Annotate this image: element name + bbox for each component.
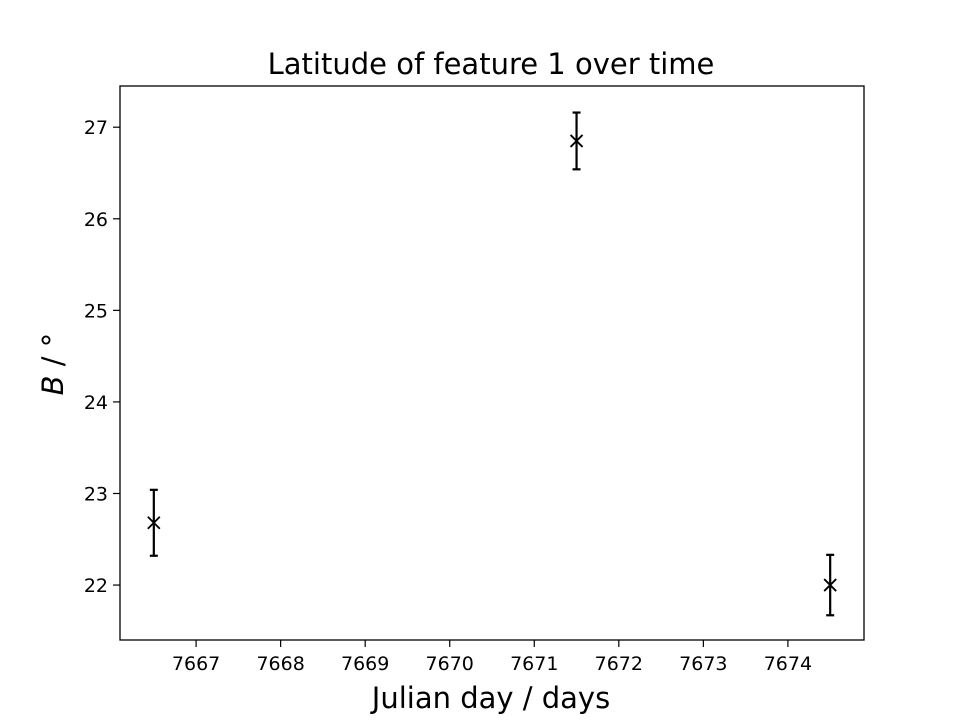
- y-tick-label: 26: [84, 209, 108, 231]
- x-tick-label: 7669: [341, 653, 389, 675]
- chart-title: Latitude of feature 1 over time: [268, 47, 715, 81]
- x-tick-label: 7671: [510, 653, 558, 675]
- plot-frame: [119, 85, 865, 641]
- x-marker-stroke: [823, 578, 837, 592]
- x-tick-label: 7674: [764, 653, 812, 675]
- y-tick-label: 23: [84, 483, 108, 505]
- x-axis-label: Julian day / days: [370, 681, 610, 715]
- y-tick-label: 27: [84, 117, 108, 139]
- x-tick-label: 7673: [679, 653, 727, 675]
- x-tick-label: 7668: [256, 653, 304, 675]
- x-tick-label: 7672: [595, 653, 643, 675]
- y-axis-label-unit: / °: [36, 333, 70, 376]
- data-point: [569, 111, 584, 171]
- y-tick-label: 24: [84, 392, 108, 414]
- x-marker-stroke: [569, 134, 584, 148]
- x-axis-ticks: 7667 7668 7669 7670 7671 7672 7673 7674: [172, 640, 812, 675]
- y-axis-label: B / °: [36, 333, 70, 396]
- y-axis-label-symbol: B: [36, 375, 70, 395]
- y-axis-ticks: 22 23 24 25 26 27: [84, 117, 120, 597]
- data-point: [147, 488, 161, 557]
- x-tick-label: 7667: [172, 653, 220, 675]
- y-tick-label: 25: [84, 300, 108, 322]
- x-tick-label: 7670: [426, 653, 474, 675]
- data-marks: [147, 111, 837, 617]
- x-marker-stroke: [147, 516, 161, 530]
- y-tick-label: 22: [84, 575, 108, 597]
- data-point: [823, 553, 837, 617]
